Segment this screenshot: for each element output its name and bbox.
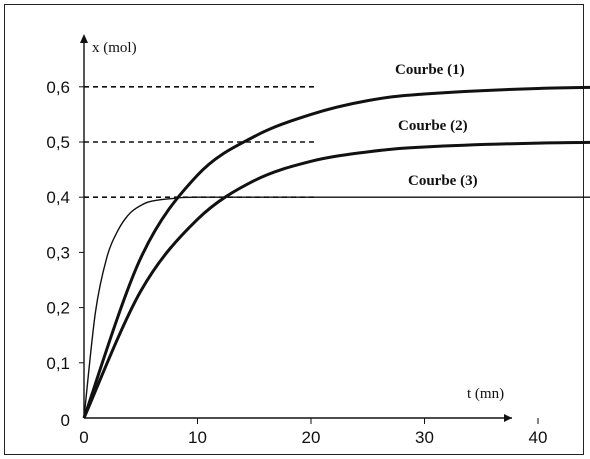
x-tick-label: 20 — [302, 428, 321, 447]
y-axis-arrow — [80, 34, 88, 43]
series-label-2: Courbe (2) — [398, 118, 468, 134]
series-label-1: Courbe (1) — [395, 62, 465, 78]
y-tick-label: 0,5 — [46, 133, 70, 152]
series-line-2 — [82, 140, 590, 419]
x-tick-label: 40 — [529, 428, 548, 447]
y-tick-label: 0,3 — [46, 243, 70, 262]
x-tick-label: 0 — [79, 428, 88, 447]
x-tick-label: 30 — [415, 428, 434, 447]
series-label-3: Courbe (3) — [408, 173, 478, 189]
series-line-1 — [82, 85, 590, 419]
y-tick-label: 0,2 — [46, 299, 70, 318]
y-axis-label: x (mol) — [92, 40, 137, 56]
y-tick-label: 0,1 — [46, 354, 70, 373]
series-line-3 — [83, 196, 590, 419]
x-axis-label: t (mn) — [467, 386, 504, 402]
x-tick-label: 10 — [188, 428, 207, 447]
y-tick-label: 0,6 — [46, 78, 70, 97]
x-axis-arrow — [504, 414, 512, 422]
y-tick-label: 0,4 — [46, 188, 70, 207]
y-tick-label: 0 — [61, 411, 70, 430]
